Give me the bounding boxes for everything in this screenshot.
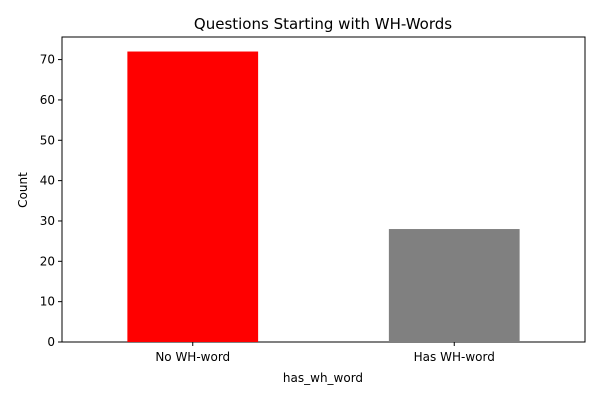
- y-axis: 0 10 20 30 40 50 60 70: [40, 53, 62, 349]
- bars-group: [127, 51, 520, 343]
- y-tick-label: 50: [40, 133, 55, 147]
- y-axis-label: Count: [16, 172, 30, 208]
- y-tick-label: 40: [40, 174, 55, 188]
- bar-no-wh-word: [127, 51, 259, 343]
- x-tick-label: No WH-word: [155, 350, 230, 364]
- bar-has-wh-word: [388, 229, 520, 342]
- x-axis: No WH-word Has WH-word: [155, 342, 495, 364]
- plot-area: [61, 36, 586, 343]
- y-tick-label: 20: [40, 254, 55, 268]
- y-tick-label: 70: [40, 53, 55, 67]
- chart-title: Questions Starting with WH-Words: [194, 15, 452, 33]
- x-axis-label: has_wh_word: [283, 371, 363, 385]
- x-tick-label: Has WH-word: [414, 350, 495, 364]
- y-tick-label: 10: [40, 295, 55, 309]
- y-tick-label: 60: [40, 93, 55, 107]
- plot-frame: [61, 36, 586, 343]
- y-tick-label: 30: [40, 214, 55, 228]
- y-tick-label: 0: [47, 335, 55, 349]
